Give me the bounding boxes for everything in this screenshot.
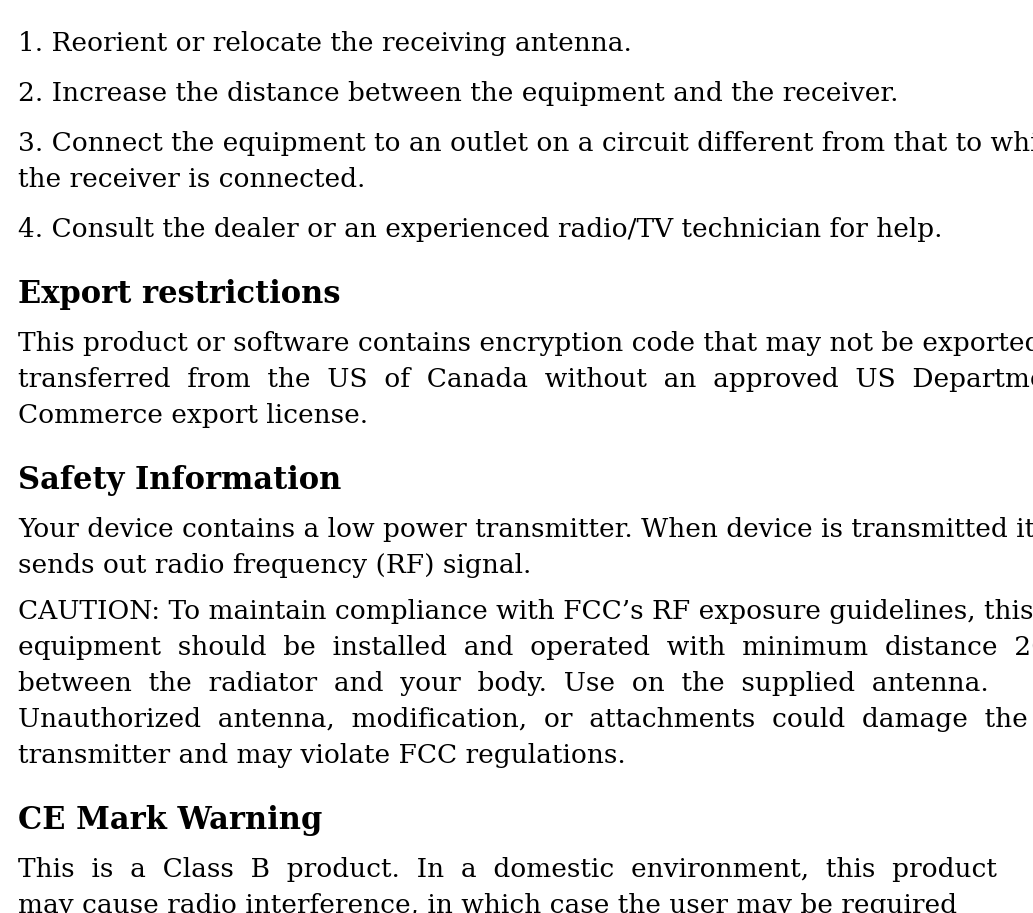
Text: transferred  from  the  US  of  Canada  without  an  approved  US  Department  o: transferred from the US of Canada withou… bbox=[18, 367, 1033, 392]
Text: CE Mark Warning: CE Mark Warning bbox=[18, 804, 322, 835]
Text: 4. Consult the dealer or an experienced radio/TV technician for help.: 4. Consult the dealer or an experienced … bbox=[18, 216, 942, 242]
Text: 3. Connect the equipment to an outlet on a circuit different from that to which: 3. Connect the equipment to an outlet on… bbox=[18, 131, 1033, 155]
Text: equipment  should  be  installed  and  operated  with  minimum  distance  20cm: equipment should be installed and operat… bbox=[18, 635, 1033, 659]
Text: CAUTION: To maintain compliance with FCC’s RF exposure guidelines, this: CAUTION: To maintain compliance with FCC… bbox=[18, 599, 1033, 624]
Text: This  is  a  Class  B  product.  In  a  domestic  environment,  this  product: This is a Class B product. In a domestic… bbox=[18, 856, 997, 882]
Text: 1. Reorient or relocate the receiving antenna.: 1. Reorient or relocate the receiving an… bbox=[18, 31, 632, 56]
Text: transmitter and may violate FCC regulations.: transmitter and may violate FCC regulati… bbox=[18, 742, 626, 768]
Text: the receiver is connected.: the receiver is connected. bbox=[18, 166, 366, 192]
Text: Safety Information: Safety Information bbox=[18, 465, 341, 496]
Text: Commerce export license.: Commerce export license. bbox=[18, 403, 368, 427]
Text: sends out radio frequency (RF) signal.: sends out radio frequency (RF) signal. bbox=[18, 552, 531, 578]
Text: Your device contains a low power transmitter. When device is transmitted it: Your device contains a low power transmi… bbox=[18, 517, 1033, 541]
Text: Unauthorized  antenna,  modification,  or  attachments  could  damage  the: Unauthorized antenna, modification, or a… bbox=[18, 707, 1028, 731]
Text: may cause radio interference, in which case the user may be required: may cause radio interference, in which c… bbox=[18, 893, 957, 913]
Text: This product or software contains encryption code that may not be exported or: This product or software contains encryp… bbox=[18, 331, 1033, 355]
Text: 2. Increase the distance between the equipment and the receiver.: 2. Increase the distance between the equ… bbox=[18, 80, 899, 106]
Text: between  the  radiator  and  your  body.  Use  on  the  supplied  antenna.: between the radiator and your body. Use … bbox=[18, 671, 989, 696]
Text: Export restrictions: Export restrictions bbox=[18, 278, 341, 310]
